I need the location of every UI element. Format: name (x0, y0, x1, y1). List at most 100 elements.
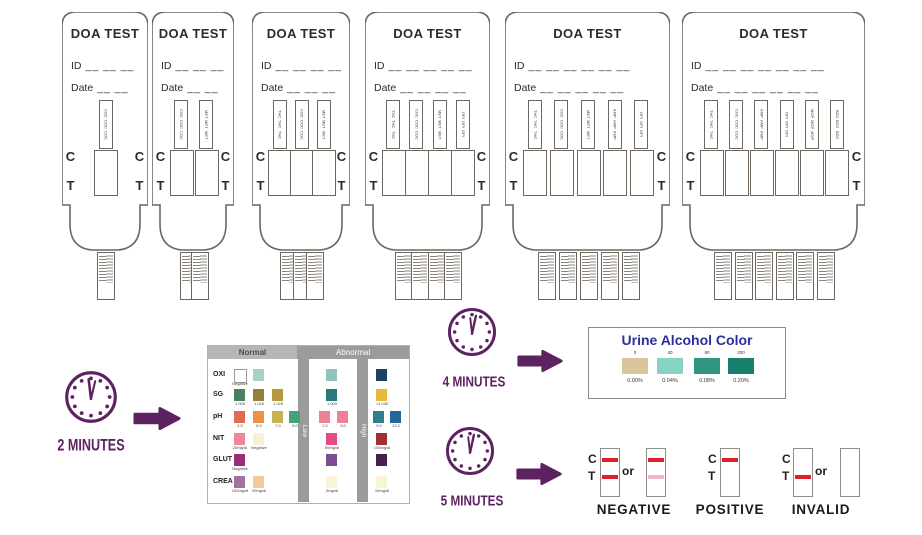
t-letter: T (852, 178, 861, 193)
c-letter: C (588, 452, 597, 466)
drug-label-strip: BZO BZO BZO (829, 100, 844, 149)
drug-code-label: OPI (639, 129, 645, 137)
alcohol-level-label: 0 (633, 350, 637, 355)
date-field: Date __ __ __ __ __ __ (691, 82, 859, 94)
result-name-label: INVALID (791, 502, 851, 517)
drug-code-label: OPI (639, 121, 645, 128)
drug-label-strip: OPI OPI OPI (634, 100, 649, 149)
id-blank-line: __ __ __ __ __ __ __ (705, 60, 825, 72)
c-letter: C (476, 149, 487, 164)
drug-code-label: MOP (809, 108, 815, 118)
swatch-value-label: 1.025 (272, 401, 283, 406)
absorbent-strip (579, 252, 598, 300)
absorbent-pad-texture (413, 254, 428, 283)
test-line (722, 458, 738, 462)
drug-code-label: AMP (612, 109, 618, 119)
drug-code-label: MET (586, 120, 591, 129)
result-window (775, 150, 800, 196)
date-label: Date (514, 82, 537, 94)
cassette-title: DOA TEST (70, 26, 140, 41)
date-field: Date __ __ (71, 82, 142, 94)
id-label: ID (514, 60, 525, 72)
chart-row-label: GLUT (213, 456, 233, 463)
drug-code-label: AMP (759, 109, 765, 119)
color-swatch (326, 454, 337, 466)
id-label: ID (374, 60, 385, 72)
cassette-row: DOA TEST ID __ __ __ Date __ __ COC COC COC C T C T… (61, 11, 866, 300)
color-swatch (376, 476, 387, 488)
cassette-title: DOA TEST (393, 26, 462, 41)
urine-alcohol-color-chart: Urine Alcohol Color 0 0.00% 40 0.04% 80 0.08%… (588, 327, 786, 399)
drug-code-label: THC (532, 120, 538, 129)
color-swatch (272, 411, 283, 423)
drug-label-strip: THC THC THC (386, 100, 401, 149)
swatch-value-label: 2.0 (322, 423, 328, 428)
drug-code-label: COC (103, 120, 109, 129)
result-window (724, 150, 749, 196)
drug-code-label: MET (204, 109, 209, 119)
alcohol-percent-label: 0.04% (662, 378, 678, 384)
result-name-label: NEGATIVE (596, 502, 672, 517)
absorbent-pad-texture (716, 254, 731, 283)
drug-code-label: COC (414, 130, 420, 140)
drug-code-label: THC (532, 130, 538, 139)
drug-code-label: THC (277, 120, 283, 129)
drug-code-label: COC (179, 130, 184, 140)
drug-code-label: COC (559, 120, 565, 129)
result-name-label: POSITIVE (695, 502, 765, 517)
c-letter: C (708, 452, 717, 466)
result-window (169, 150, 194, 196)
result-window (451, 150, 476, 196)
absorbent-strip (621, 252, 640, 300)
drug-code-label: MET (321, 109, 327, 119)
drug-code-label: THC (277, 110, 283, 119)
drug-code-label: OPI (460, 112, 466, 120)
drug-code-label: COC (414, 120, 420, 129)
alcohol-color-swatch (657, 358, 683, 374)
result-window (699, 150, 724, 196)
drug-code-label: COC (179, 120, 184, 129)
date-label: Date (691, 82, 714, 94)
arrow-right-icon (133, 406, 181, 431)
color-swatch (326, 476, 337, 488)
c-letter: C (336, 149, 347, 164)
c-letter: C (508, 149, 519, 164)
id-label: ID (71, 60, 82, 72)
t-letter: T (588, 469, 596, 483)
color-swatch (390, 411, 401, 423)
drug-code-label: THC (709, 130, 715, 139)
id-label: ID (161, 60, 172, 72)
result-window (549, 150, 574, 196)
swatch-value-label: 1.015 (253, 401, 264, 406)
alcohol-percent-label: 0.08% (699, 378, 715, 384)
swatch-value-label: 4.5 (237, 423, 243, 428)
drug-code-label: MET (586, 130, 591, 140)
drug-label-strip: COC COC COC (554, 100, 569, 149)
t-letter: T (156, 178, 165, 193)
cassette-title: DOA TEST (739, 26, 808, 41)
c-letter: C (368, 149, 379, 164)
absorbent-pad-texture (282, 254, 297, 283)
swatch-value-label: 20mg/dl (251, 488, 267, 493)
cassette-title: DOA TEST (266, 26, 336, 41)
drug-code-label: MOP (809, 131, 815, 141)
drug-code-label: THC (391, 130, 397, 139)
cassette-title: DOA TEST (553, 26, 622, 41)
id-field: ID __ __ __ (71, 60, 142, 72)
absorbent-strip (558, 252, 577, 300)
drug-code-label: AMP (612, 120, 618, 129)
t-letter: T (708, 469, 716, 483)
high-label: High (359, 423, 367, 438)
color-swatch (376, 454, 387, 466)
date-blank-line: __ __ __ __ (400, 82, 467, 94)
color-swatch (326, 389, 337, 401)
absorbent-pad-texture (757, 254, 772, 283)
color-swatch (376, 433, 387, 445)
color-swatch (253, 411, 264, 423)
